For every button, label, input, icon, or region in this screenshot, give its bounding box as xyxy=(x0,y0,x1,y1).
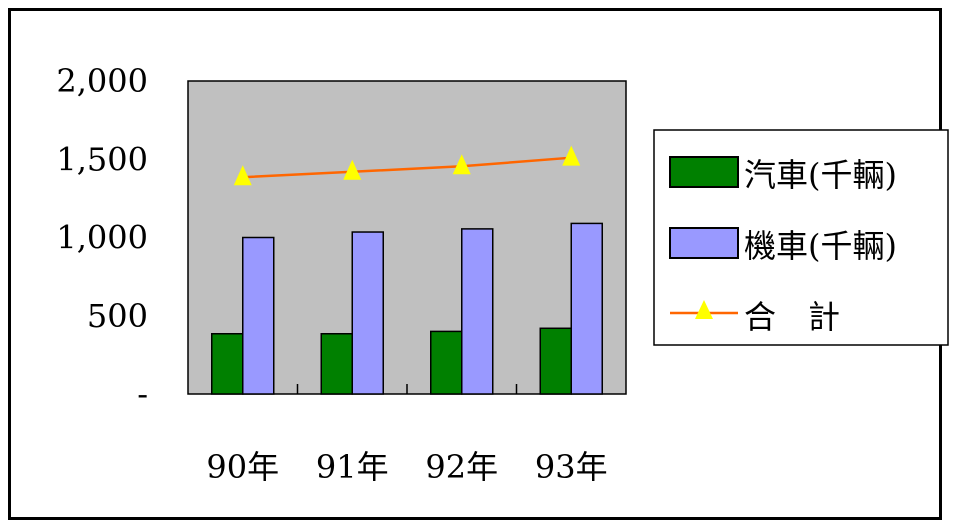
x-tick-label: 90年 xyxy=(206,448,279,486)
x-axis-tick-marks xyxy=(296,384,518,394)
y-tick-label: 500 xyxy=(87,297,148,335)
total-marker-3 xyxy=(562,145,581,166)
legend: 汽車(千輛) 機車(千輛) 合 計 xyxy=(653,129,949,346)
line-series xyxy=(233,145,581,186)
x-tick-label: 93年 xyxy=(535,448,608,486)
bar-motorcycles-2 xyxy=(461,228,494,395)
total-marker-1 xyxy=(343,159,362,180)
legend-swatch-cars xyxy=(669,156,739,188)
total-marker-0 xyxy=(233,165,252,186)
x-tick-label: 92年 xyxy=(425,448,498,486)
total-marker-2 xyxy=(452,154,471,175)
bar-cars-0 xyxy=(211,332,244,395)
y-tick-label: 2,000 xyxy=(56,62,148,100)
bar-cars-2 xyxy=(430,330,463,395)
legend-label-cars: 汽車(千輛) xyxy=(744,156,897,194)
x-axis-tick-labels: 90年 91年 92年 93年 xyxy=(206,448,607,486)
legend-label-motorcycles: 機車(千輛) xyxy=(744,227,897,265)
legend-swatch-motorcycles xyxy=(669,227,739,259)
bar-cars-3 xyxy=(539,327,572,395)
bar-motorcycles-1 xyxy=(351,231,384,395)
y-tick-label: - xyxy=(137,375,148,413)
bar-cars-1 xyxy=(320,332,353,395)
bar-series xyxy=(211,222,603,395)
bar-motorcycles-0 xyxy=(242,236,275,395)
x-tick-label: 91年 xyxy=(316,448,389,486)
y-tick-label: 1,000 xyxy=(56,219,148,257)
legend-marker-total xyxy=(695,300,713,319)
legend-label-total: 合 計 xyxy=(744,298,840,336)
bar-motorcycles-3 xyxy=(570,222,603,395)
y-axis-tick-labels: - 500 1,000 1,500 2,000 xyxy=(56,62,148,413)
y-tick-label: 1,500 xyxy=(56,140,148,178)
total-line xyxy=(242,156,572,179)
